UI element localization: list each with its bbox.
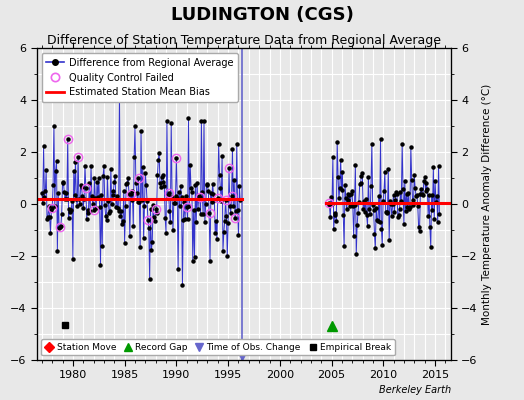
Text: LUDINGTON (CGS): LUDINGTON (CGS) [171, 6, 353, 24]
Legend: Station Move, Record Gap, Time of Obs. Change, Empirical Break: Station Move, Record Gap, Time of Obs. C… [41, 339, 395, 356]
Title: Difference of Station Temperature Data from Regional Average: Difference of Station Temperature Data f… [47, 34, 441, 47]
Y-axis label: Monthly Temperature Anomaly Difference (°C): Monthly Temperature Anomaly Difference (… [482, 83, 492, 325]
Text: Berkeley Earth: Berkeley Earth [378, 385, 451, 395]
